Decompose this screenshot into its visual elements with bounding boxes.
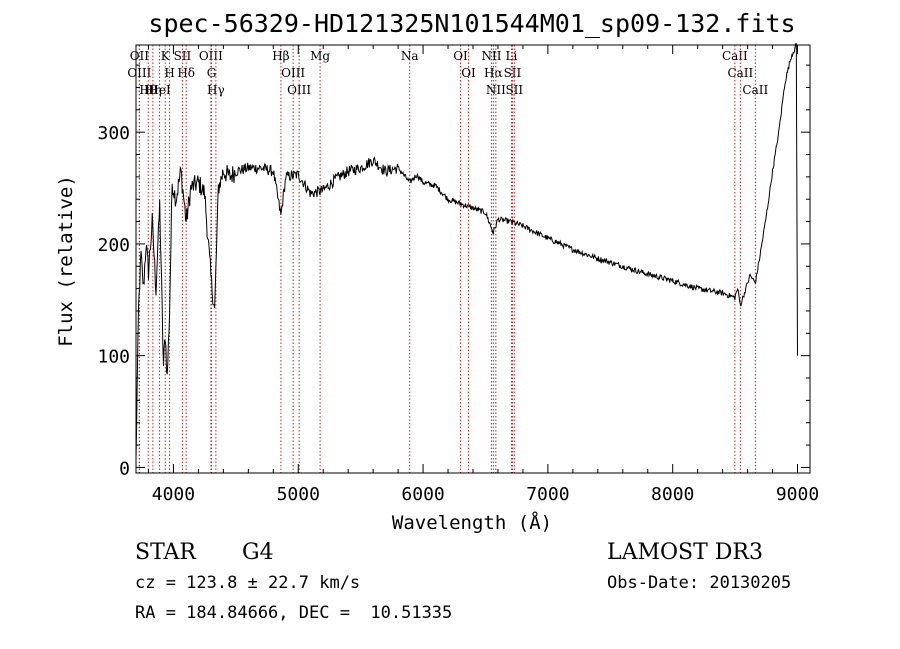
spectral-line-label: Hθ	[139, 83, 157, 97]
spectral-line-label: H	[164, 66, 174, 80]
spectral-line-label: Hδ	[177, 66, 195, 80]
spectral-line-label: Hα	[484, 66, 503, 80]
spectral-line-label: OIII	[287, 83, 311, 97]
spectrum-series-line	[135, 43, 798, 459]
observation-date: Obs-Date: 20130205	[607, 573, 792, 593]
spectral-line-label: NII	[486, 83, 506, 97]
spectral-line-label: SII	[504, 66, 522, 80]
plot-frame	[135, 44, 811, 474]
spectral-line-label: K	[161, 49, 171, 63]
x-tick-label: 6000	[401, 484, 444, 505]
x-tick-label: 5000	[277, 484, 320, 505]
y-tick-label: 0	[119, 458, 130, 479]
spectral-line-label: OI	[453, 49, 468, 63]
spectral-line-label: Hγ	[207, 83, 225, 97]
spectral-line-label: Na	[401, 49, 419, 63]
spectral-line-label: SII	[174, 49, 192, 63]
coordinates: RA = 184.84666, DEC = 10.51335	[135, 603, 453, 623]
object-subclass: G4	[242, 540, 274, 565]
spectral-lines-layer: OIIOIIIHθHηHeIKHSIIHδOIIIGHγHβOIIIOIIIMg…	[127, 45, 768, 473]
spectral-line-label: NII	[481, 49, 501, 63]
spectral-line-label: OIII	[127, 66, 151, 80]
x-tick-label: 8000	[651, 484, 694, 505]
spectral-line-label: CaII	[727, 66, 753, 80]
x-tick-label: 9000	[776, 484, 819, 505]
y-tick-label: 200	[97, 235, 130, 256]
y-tick-label: 100	[97, 347, 130, 368]
x-axis-label: Wavelength (Å)	[392, 511, 552, 534]
x-tick-label: 4000	[152, 484, 195, 505]
series-layer	[135, 43, 798, 459]
spectral-line-label: CaII	[722, 49, 748, 63]
spectral-line-label: Mg	[310, 49, 330, 63]
spectral-line-label: Hβ	[272, 49, 289, 63]
x-tick-label: 7000	[526, 484, 569, 505]
spectral-line-label: OI	[461, 66, 476, 80]
spectral-line-label: Li	[506, 49, 518, 63]
spectral-line-label: Hη	[144, 83, 162, 97]
y-tick-label: 300	[97, 123, 130, 144]
spectral-line-label: OIII	[281, 66, 305, 80]
survey-name: LAMOST DR3	[607, 540, 763, 565]
spectral-line-label: G	[207, 66, 217, 80]
y-axis-label: Flux (relative)	[55, 175, 77, 347]
spectral-line-label: HeI	[148, 83, 171, 97]
ticks-layer: 4000 5000 6000 7000 8000 9000 0 100 200 300	[97, 45, 819, 505]
spectral-line-label: SII	[505, 83, 523, 97]
redshift-velocity: cz = 123.8 ± 22.7 km/s	[135, 573, 361, 593]
object-class: STAR	[135, 540, 196, 565]
chart-title: spec-56329-HD121325N101544M01_sp09-132.f…	[148, 9, 795, 38]
spectral-line-label: CaII	[742, 83, 768, 97]
